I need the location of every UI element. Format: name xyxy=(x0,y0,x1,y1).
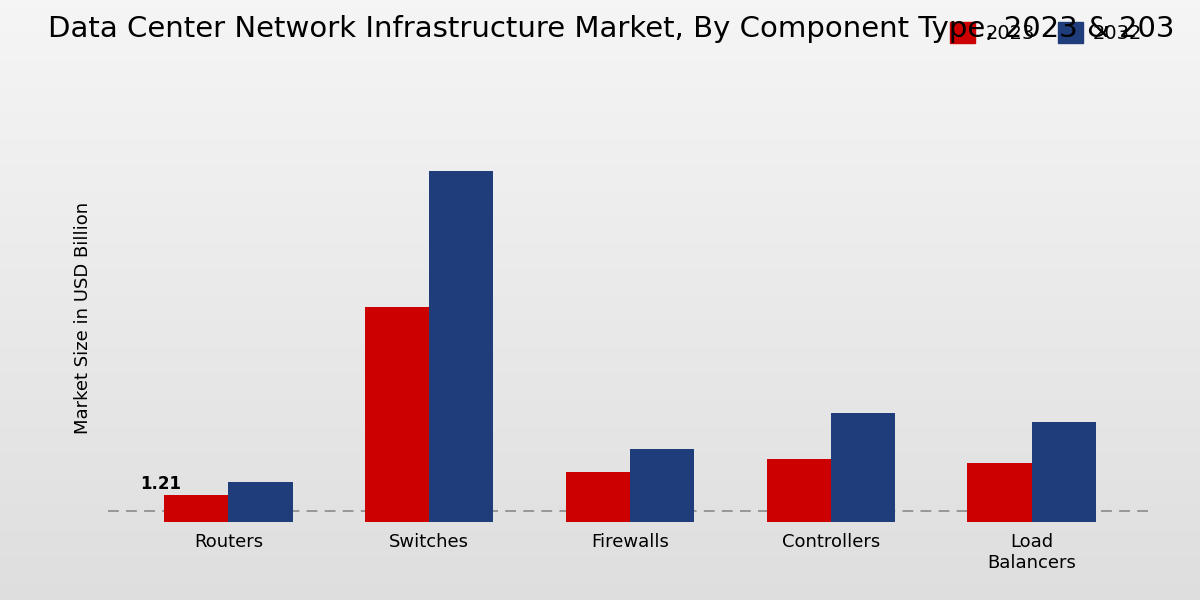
Bar xyxy=(430,170,493,522)
Bar xyxy=(1032,422,1096,522)
Legend: 2023, 2032: 2023, 2032 xyxy=(950,22,1142,43)
Bar xyxy=(565,472,630,522)
Text: 1.21: 1.21 xyxy=(139,475,181,493)
Bar xyxy=(164,494,228,522)
Text: Data Center Network Infrastructure Market, By Component Type, 2023 & 203: Data Center Network Infrastructure Marke… xyxy=(48,15,1175,43)
Bar xyxy=(967,463,1032,522)
Bar xyxy=(830,413,895,522)
Y-axis label: Market Size in USD Billion: Market Size in USD Billion xyxy=(74,202,92,434)
Bar xyxy=(630,449,695,522)
Bar xyxy=(228,482,293,522)
Bar xyxy=(767,458,830,522)
Bar xyxy=(365,307,430,522)
